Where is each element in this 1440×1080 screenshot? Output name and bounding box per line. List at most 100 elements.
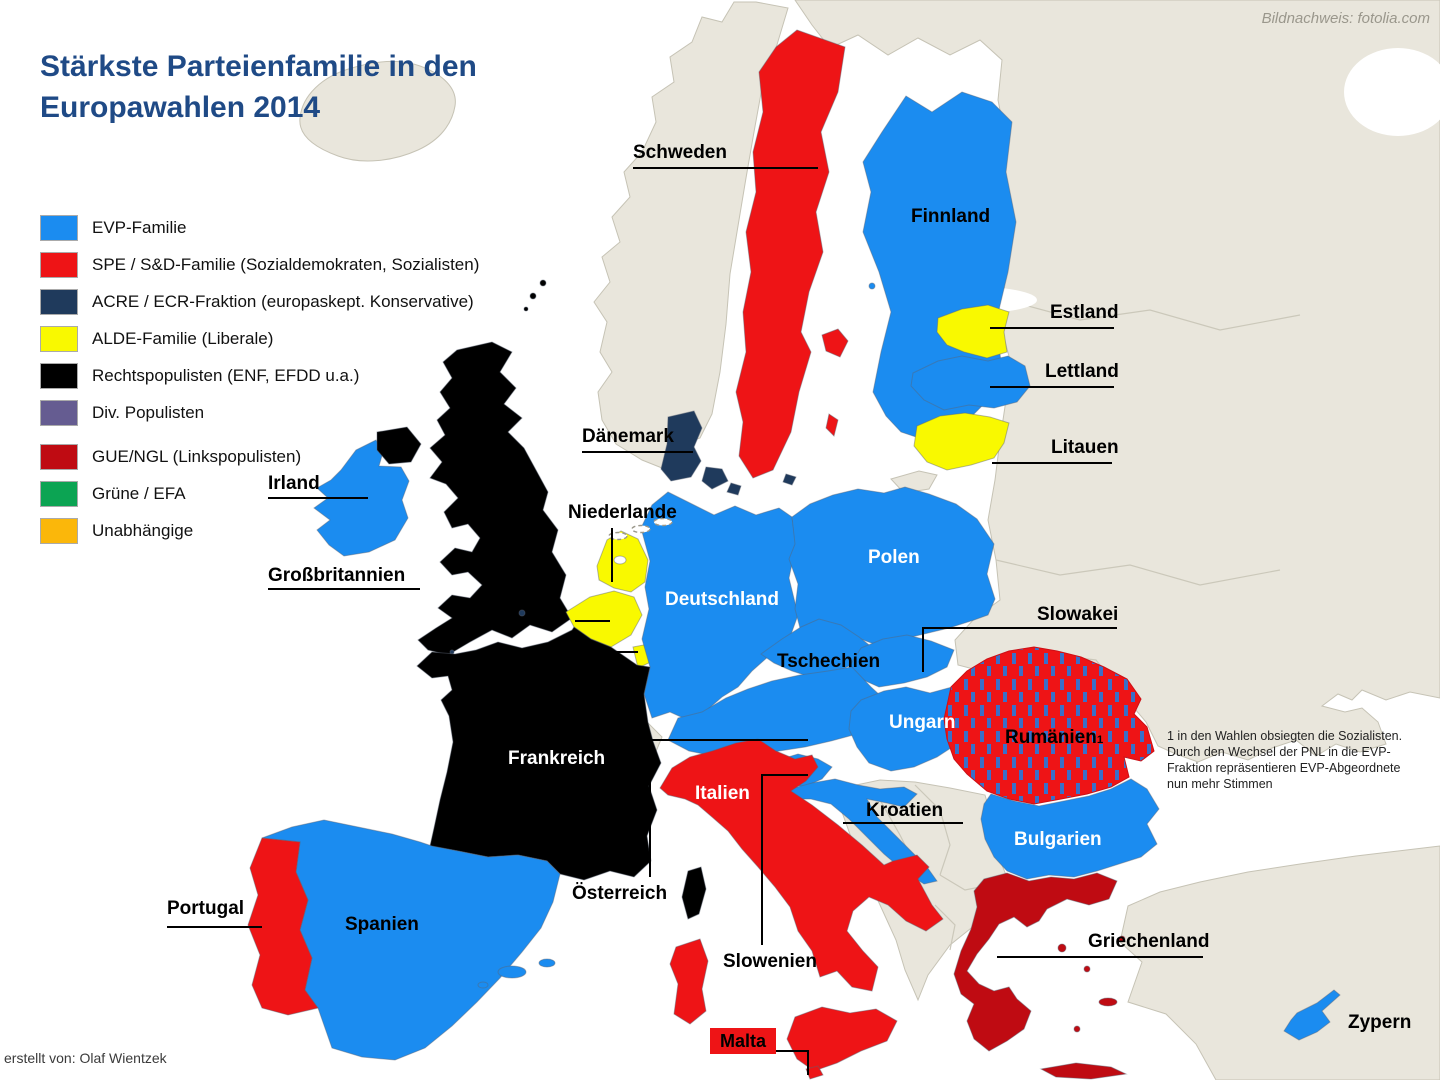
country-bulgaria <box>980 778 1160 880</box>
country-label-polen: Polen <box>868 547 920 568</box>
rechtspopulisten-swatch <box>40 363 78 389</box>
denmark-island-1 <box>701 466 729 490</box>
legend-label-gue-ngl: GUE/NGL (Linkspopulisten) <box>92 447 302 466</box>
country-label-irland: Irland <box>268 473 320 494</box>
country-label-ungarn: Ungarn <box>889 712 956 733</box>
island-crete <box>1039 1062 1128 1080</box>
legend-label-evp: EVP-Familie <box>92 218 187 237</box>
legend: EVP-Familie SPE / S&D-Familie (Sozialdem… <box>40 215 480 556</box>
island-shetland-1 <box>529 292 537 300</box>
romania-footnote: 1 in den Wahlen obsiegten die Sozialiste… <box>1167 728 1417 792</box>
country-portugal <box>247 837 319 1016</box>
country-cyprus <box>1283 989 1341 1041</box>
country-label-spanien: Spanien <box>345 914 419 935</box>
legend-row-acre: ACRE / ECR-Fraktion (europaskept. Konser… <box>40 289 479 315</box>
legend-label-alde: ALDE-Familie (Liberale) <box>92 329 274 348</box>
country-label-slowenien: Slowenien <box>723 951 817 972</box>
legend-label-acre: ACRE / ECR-Fraktion (europaskept. Konser… <box>92 292 474 311</box>
isle-of-wight <box>518 609 526 617</box>
page-title: Stärkste Parteienfamilie in den Europawa… <box>40 46 477 129</box>
greek-island-5 <box>1098 997 1118 1007</box>
country-estonia <box>936 304 1010 359</box>
legend-row-gue-ngl: GUE/NGL (Linkspopulisten) <box>40 444 479 470</box>
greek-island-4 <box>1073 1025 1081 1033</box>
country-sweden <box>735 29 846 479</box>
country-malta <box>805 1065 824 1080</box>
legend-row-evp: EVP-Familie <box>40 215 479 241</box>
country-label-griechenland: Griechenland <box>1088 931 1210 952</box>
country-label-daenemark: Dänemark <box>582 426 674 447</box>
acre-swatch <box>40 289 78 315</box>
country-label-finnland: Finnland <box>911 206 991 227</box>
island-menorca <box>538 958 556 968</box>
unabhaengige-swatch <box>40 518 78 544</box>
leader-slowakei <box>922 627 1117 672</box>
country-label-niederlande: Niederlande <box>568 502 677 523</box>
ijsselmeer-lake <box>613 555 627 565</box>
denmark-island-2 <box>726 482 742 496</box>
greek-island-2 <box>1083 965 1091 973</box>
rumaenien-footnote-mark: 1 <box>1096 734 1104 746</box>
region-northern-ireland <box>376 426 422 465</box>
legend-row-spe: SPE / S&D-Familie (Sozialdemokraten, Soz… <box>40 252 480 278</box>
legend-label-rechtspopulisten: Rechtspopulisten (ENF, EFDD u.a.) <box>92 366 360 385</box>
country-croatia <box>789 778 938 885</box>
island-ibiza <box>477 981 489 989</box>
author-credit: erstellt von: Olaf Wientzek <box>4 1050 167 1066</box>
country-label-slowakei: Slowakei <box>1037 604 1119 625</box>
alde-swatch <box>40 326 78 352</box>
legend-label-unabhaengige: Unabhängige <box>92 521 194 540</box>
greek-island-3 <box>1118 935 1126 943</box>
country-label-lettland: Lettland <box>1045 361 1119 382</box>
country-turkey <box>1119 845 1440 1080</box>
country-label-estland: Estland <box>1050 302 1119 323</box>
leader-oesterreich <box>649 739 808 877</box>
country-label-portugal: Portugal <box>167 898 245 919</box>
leader-malta <box>776 1050 809 1075</box>
eu-countries <box>247 29 1341 1080</box>
greek-island-1 <box>1057 943 1067 953</box>
island-corsica <box>681 866 707 920</box>
legend-row-unabhaengige: Unabhängige <box>40 518 479 544</box>
legend-row-rechtspopulisten: Rechtspopulisten (ENF, EFDD u.a.) <box>40 363 479 389</box>
gruene-swatch <box>40 481 78 507</box>
country-romania <box>943 646 1155 805</box>
frisian-islands <box>608 517 673 541</box>
legend-label-spe: SPE / S&D-Familie (Sozialdemokraten, Soz… <box>92 255 480 274</box>
div-populisten-swatch <box>40 400 78 426</box>
image-credit: Bildnachweis: fotolia.com <box>1261 10 1430 27</box>
country-norway <box>593 1 789 469</box>
gue-ngl-swatch <box>40 444 78 470</box>
island-sicily <box>786 1006 898 1072</box>
spe-swatch <box>40 252 78 278</box>
page-title-line2: Europawahlen 2014 <box>40 91 321 125</box>
country-label-rumaenien: Rumänien1 <box>1005 727 1103 749</box>
legend-row-gruene: Grüne / EFA <box>40 481 479 507</box>
country-denmark <box>660 410 703 482</box>
country-italy <box>659 738 944 992</box>
country-iceland <box>299 61 456 162</box>
country-label-bulgarien: Bulgarien <box>1014 829 1102 850</box>
leader-slowenien <box>761 774 808 945</box>
footnote-line-3: Fraktion repräsentieren EVP-Abgeordnete <box>1167 761 1401 775</box>
country-label-oesterreich: Österreich <box>572 883 668 904</box>
legend-label-gruene: Grüne / EFA <box>92 484 186 503</box>
island-bornholm <box>782 473 797 486</box>
footnote-line-2: Durch den Wechsel der PNL in die EVP- <box>1167 745 1391 759</box>
rumaenien-name: Rumänien <box>1005 727 1097 748</box>
island-orkney <box>523 306 529 312</box>
leader-lines <box>167 167 1203 1075</box>
country-label-schweden: Schweden <box>633 142 727 163</box>
country-label-grossbritannien: Großbritannien <box>268 565 406 586</box>
country-label-deutschland: Deutschland <box>665 589 780 610</box>
island-shetland-2 <box>539 279 547 287</box>
footnote-line-4: nun mehr Stimmen <box>1167 777 1273 791</box>
country-label-malta: Malta <box>710 1028 776 1054</box>
island-aland <box>868 282 876 290</box>
country-spain <box>261 819 561 1061</box>
evp-swatch <box>40 215 78 241</box>
island-mallorca <box>497 965 527 979</box>
country-label-kroatien: Kroatien <box>866 800 944 821</box>
